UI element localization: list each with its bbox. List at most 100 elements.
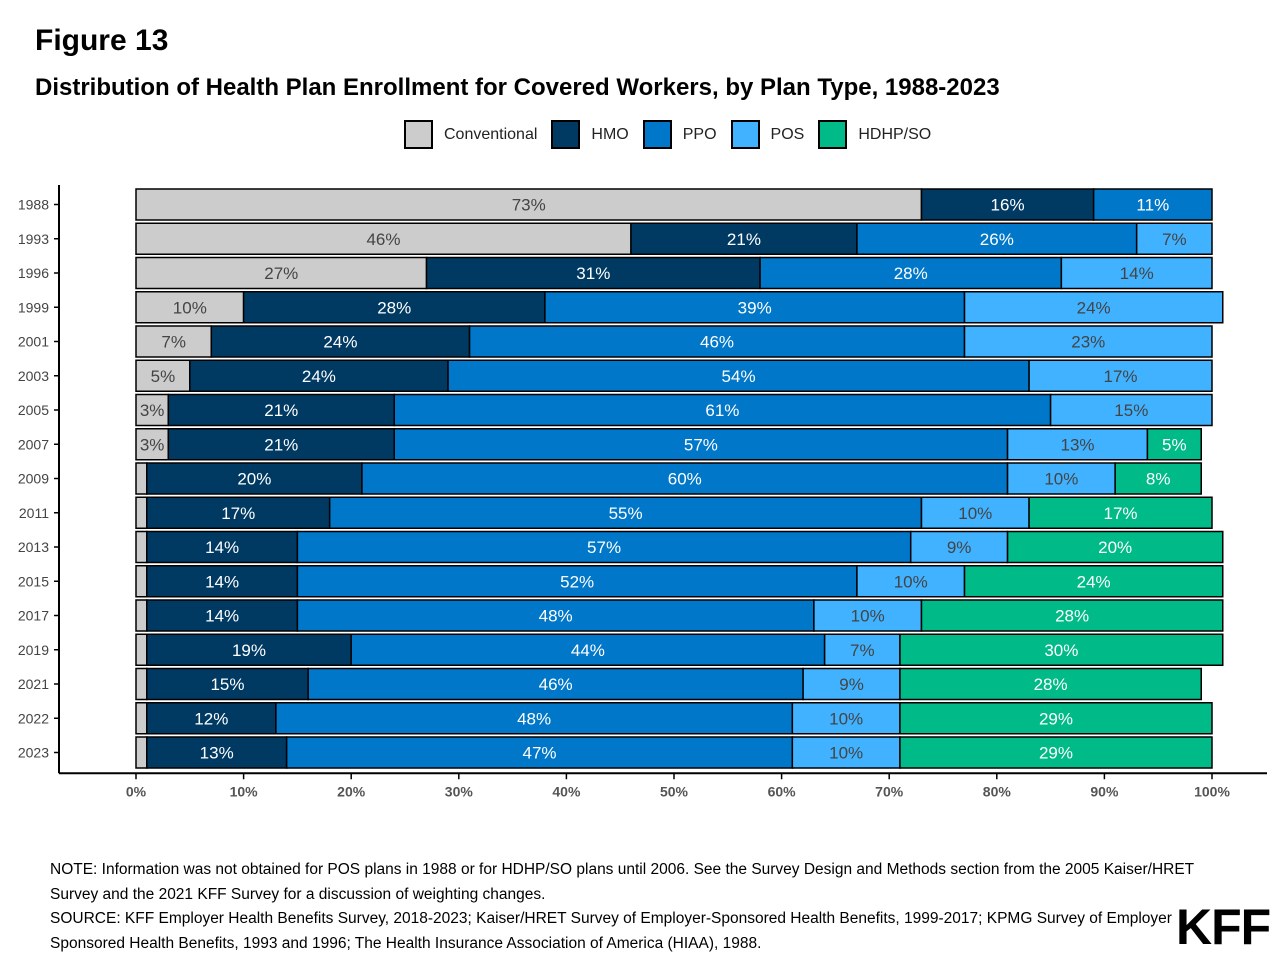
legend-label-ppo: PPO — [682, 125, 717, 143]
legend: Conventional HMO PPO POS HDHP/SO — [404, 120, 945, 149]
x-tick-label: 10% — [230, 783, 259, 799]
bar-segment — [823, 633, 901, 666]
y-tick-label: 2023 — [18, 745, 49, 761]
data-label: 24% — [302, 367, 336, 386]
data-label: 15% — [1114, 401, 1148, 420]
bar-segment — [146, 565, 299, 598]
bar-segment — [1006, 428, 1149, 461]
data-label: 27% — [264, 264, 298, 283]
data-label: 10% — [1044, 470, 1078, 489]
data-label: 30% — [1044, 641, 1078, 660]
data-label: 21% — [264, 435, 298, 454]
bar-segment — [1049, 393, 1213, 427]
bar-segment — [296, 599, 815, 632]
bar-segment — [350, 633, 826, 666]
data-label: 16% — [991, 196, 1025, 215]
bar-segment — [135, 291, 245, 324]
data-label: 14% — [205, 538, 239, 557]
bar-segment — [1146, 428, 1202, 461]
bar-segment — [791, 736, 901, 769]
data-label: 46% — [366, 230, 400, 249]
bar-segment — [1006, 530, 1224, 564]
bar-segment — [393, 393, 1052, 427]
data-label: 48% — [539, 607, 573, 626]
bar-segment — [909, 530, 1009, 564]
y-tick-label: 2007 — [18, 436, 49, 452]
data-label: 11% — [1136, 196, 1169, 215]
bar-segment — [630, 222, 858, 255]
data-label: 14% — [205, 607, 239, 626]
data-label: 13% — [1060, 435, 1094, 454]
bar-segment — [1092, 188, 1213, 221]
data-label: 57% — [684, 435, 718, 454]
data-label: 19% — [232, 641, 266, 660]
bar-segment — [210, 325, 471, 358]
data-label: 29% — [1039, 744, 1073, 763]
legend-swatch-hmo — [551, 120, 581, 149]
x-tick-label: 50% — [660, 783, 689, 799]
data-label: 20% — [237, 470, 271, 489]
data-label: 29% — [1039, 709, 1073, 728]
data-label: 48% — [517, 709, 551, 728]
bar-segment — [146, 462, 363, 495]
data-label: 24% — [323, 333, 357, 352]
bar-segment — [1135, 222, 1213, 255]
data-label: 5% — [1162, 435, 1187, 454]
data-label: 10% — [851, 607, 885, 626]
bar-segment — [802, 667, 901, 701]
data-label: 28% — [1055, 607, 1089, 626]
legend-item-conventional: Conventional — [404, 120, 537, 149]
x-tick-label: 80% — [983, 783, 1012, 799]
bar-segment — [856, 222, 1138, 255]
bar-segment — [963, 565, 1224, 598]
data-label: 8% — [1146, 470, 1171, 489]
data-label: 3% — [140, 435, 165, 454]
data-label: 7% — [1162, 230, 1187, 249]
bar-segment — [285, 736, 794, 769]
bar-segment — [307, 667, 804, 701]
bar-segment — [146, 496, 331, 529]
bar-segment — [146, 599, 299, 632]
data-label: 3% — [140, 401, 165, 420]
data-label: 5% — [151, 367, 176, 386]
legend-swatch-pos — [730, 120, 760, 149]
note-text: NOTE: Information was not obtained for P… — [50, 861, 1194, 903]
legend-item-hmo: HMO — [551, 120, 629, 149]
legend-item-pos: POS — [730, 120, 804, 149]
data-label: 39% — [738, 298, 772, 317]
footnotes: NOTE: Information was not obtained for P… — [50, 858, 1210, 956]
bar-segment — [189, 359, 449, 392]
y-tick-label: 2017 — [18, 608, 49, 624]
data-label: 28% — [1034, 675, 1068, 694]
data-label: 55% — [609, 504, 643, 523]
bar-segment — [1006, 462, 1116, 495]
data-label: 9% — [839, 675, 864, 694]
y-tick-label: 1993 — [18, 231, 49, 247]
bar-segment — [899, 633, 1224, 666]
data-label: 14% — [205, 572, 239, 591]
stacked-bar-chart: 1988 73% 16% 11% 1993 46% 21% 26% 7% 1996 27% 31% 28… — [18, 185, 1267, 799]
data-label: 10% — [894, 572, 928, 591]
y-tick-label: 2005 — [18, 402, 49, 418]
legend-swatch-hdhp-so — [818, 120, 848, 149]
bar-segment — [135, 359, 191, 392]
data-label: 61% — [705, 401, 739, 420]
bar-segment — [135, 325, 213, 358]
bar-segment — [146, 702, 277, 735]
bar-segment — [296, 530, 912, 564]
data-label: 17% — [1104, 504, 1138, 523]
x-tick-label: 20% — [337, 783, 366, 799]
bar-segment — [296, 565, 858, 598]
data-label: 26% — [980, 230, 1014, 249]
bar-segment — [242, 291, 546, 324]
data-label: 24% — [1077, 298, 1111, 317]
data-label: 10% — [829, 744, 863, 763]
legend-swatch-conventional — [404, 120, 433, 149]
x-tick-label: 40% — [552, 783, 581, 799]
data-label: 7% — [161, 333, 186, 352]
x-tick-label: 60% — [768, 783, 797, 799]
data-label: 28% — [894, 264, 928, 283]
x-tick-label: 0% — [126, 783, 147, 799]
bar-segment — [813, 599, 923, 632]
data-label: 21% — [727, 230, 761, 249]
